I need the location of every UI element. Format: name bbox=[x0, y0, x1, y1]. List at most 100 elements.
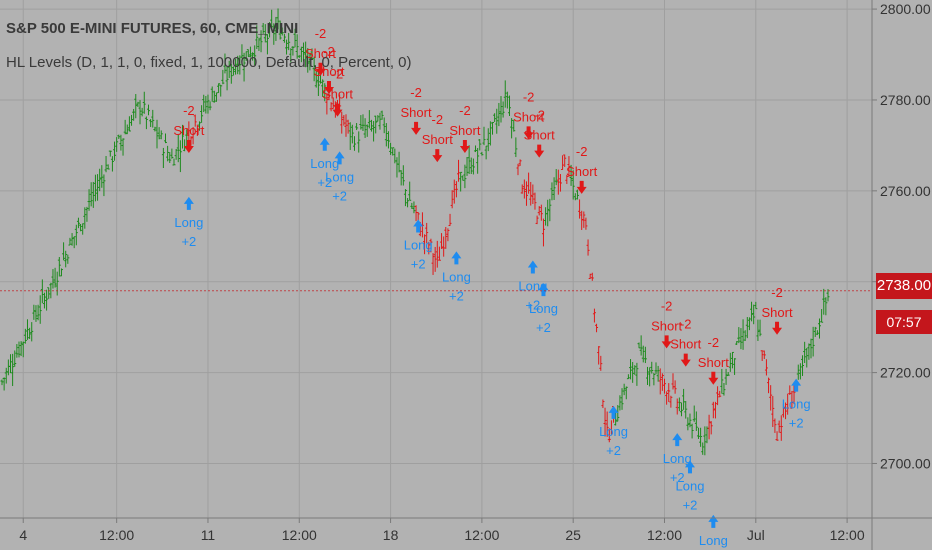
price-bar bbox=[227, 60, 231, 78]
price-bar bbox=[53, 267, 57, 288]
price-bar bbox=[193, 114, 197, 127]
price-bar bbox=[662, 378, 666, 394]
price-bar bbox=[792, 382, 796, 405]
price-bar bbox=[427, 241, 431, 255]
price-bar bbox=[603, 407, 607, 437]
price-bar bbox=[779, 415, 783, 441]
y-tick-label: 2720.00 bbox=[880, 365, 931, 381]
price-bar bbox=[724, 368, 728, 385]
price-bar bbox=[699, 427, 703, 447]
price-bar bbox=[798, 363, 802, 380]
arrow-down-icon bbox=[708, 371, 719, 385]
price-bar bbox=[98, 168, 102, 192]
price-bar bbox=[149, 119, 153, 127]
price-bar bbox=[57, 257, 61, 277]
price-bar bbox=[569, 164, 573, 186]
price-bar bbox=[40, 279, 44, 304]
price-bar bbox=[512, 119, 516, 132]
price-bar bbox=[533, 192, 537, 210]
price-bar bbox=[705, 426, 709, 444]
price-bar bbox=[469, 157, 473, 174]
arrow-down-icon bbox=[680, 353, 691, 367]
price-bar bbox=[643, 346, 647, 364]
price-bar bbox=[8, 354, 12, 374]
price-bar bbox=[726, 372, 730, 377]
price-bar bbox=[815, 330, 819, 336]
price-bar bbox=[639, 335, 643, 356]
price-bar bbox=[539, 204, 543, 221]
price-bar bbox=[518, 159, 522, 166]
price-bar bbox=[223, 53, 227, 74]
price-bar bbox=[516, 163, 520, 176]
signal-label: Short bbox=[422, 132, 453, 147]
price-bar bbox=[446, 228, 450, 242]
price-bar bbox=[291, 46, 295, 56]
price-bar bbox=[679, 402, 683, 417]
price-bar bbox=[299, 46, 303, 63]
price-bar bbox=[395, 157, 399, 178]
price-bar bbox=[688, 413, 692, 428]
price-bar bbox=[13, 350, 17, 367]
price-bar bbox=[278, 20, 282, 40]
price-bar bbox=[567, 156, 571, 177]
price-bar bbox=[822, 288, 826, 315]
price-bar bbox=[650, 361, 654, 374]
trade-signals: Short-2Long+2Short-2Short-2Short-2Long+2… bbox=[173, 26, 810, 548]
price-bar bbox=[287, 32, 291, 51]
price-bar bbox=[164, 133, 168, 144]
price-bar bbox=[123, 119, 127, 135]
signal-qty: +2 bbox=[683, 497, 698, 512]
indicator-legend[interactable]: HL Levels (D, 1, 1, 0, fixed, 1, 100000,… bbox=[6, 54, 412, 71]
price-bar bbox=[514, 137, 518, 158]
signal-label: Short bbox=[670, 337, 701, 352]
price-bar bbox=[488, 121, 492, 146]
price-bar bbox=[425, 222, 429, 244]
signal-label: Long bbox=[325, 169, 354, 184]
price-bar bbox=[673, 380, 677, 394]
price-bar bbox=[357, 131, 361, 153]
price-bar bbox=[809, 338, 813, 359]
price-bar bbox=[745, 317, 749, 339]
price-bar bbox=[302, 42, 306, 62]
price-bar bbox=[119, 134, 123, 151]
price-bar bbox=[81, 223, 85, 235]
signal-qty: -2 bbox=[410, 85, 422, 100]
price-bar bbox=[391, 147, 395, 156]
signal-qty: +2 bbox=[606, 443, 621, 458]
price-bar bbox=[597, 346, 601, 365]
price-bar bbox=[686, 417, 690, 431]
x-tick-label: 12:00 bbox=[282, 527, 317, 543]
price-bar bbox=[378, 112, 382, 130]
price-bar bbox=[68, 237, 72, 246]
price-bar bbox=[495, 108, 499, 134]
price-bar bbox=[159, 130, 163, 140]
price-bar bbox=[234, 58, 238, 75]
price-bar bbox=[641, 345, 645, 363]
price-bar bbox=[83, 207, 87, 229]
signal-label: Short bbox=[698, 355, 729, 370]
price-bar bbox=[255, 25, 259, 50]
price-bar bbox=[660, 373, 664, 391]
signal-label: Short bbox=[305, 46, 336, 61]
price-bar bbox=[206, 94, 210, 114]
price-bar bbox=[635, 362, 639, 386]
short-signal: Short-2 bbox=[566, 144, 598, 194]
price-bar bbox=[257, 38, 261, 51]
long-signal: Long +2 bbox=[310, 137, 339, 190]
price-bar bbox=[442, 236, 446, 257]
price-bar bbox=[435, 240, 439, 268]
price-bar bbox=[588, 273, 592, 279]
price-bar bbox=[764, 359, 768, 376]
price-bar bbox=[433, 246, 437, 272]
price-bar bbox=[730, 351, 734, 369]
price-bar bbox=[677, 397, 681, 412]
price-bar bbox=[733, 358, 737, 375]
short-signal: Short-2 bbox=[305, 26, 336, 76]
arrow-down-icon bbox=[432, 149, 443, 163]
y-tick-label: 2760.00 bbox=[880, 183, 931, 199]
price-bar bbox=[786, 393, 790, 415]
price-bar bbox=[140, 107, 144, 117]
price-bar bbox=[180, 124, 184, 149]
